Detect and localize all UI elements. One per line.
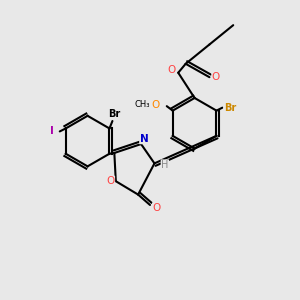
Text: O: O bbox=[152, 203, 161, 213]
Text: Br: Br bbox=[224, 103, 236, 112]
Text: O: O bbox=[212, 72, 220, 82]
Text: CH₃: CH₃ bbox=[134, 100, 150, 109]
Text: O: O bbox=[106, 176, 115, 186]
Text: O: O bbox=[168, 65, 176, 75]
Text: H: H bbox=[161, 160, 169, 170]
Text: Br: Br bbox=[108, 109, 120, 118]
Text: I: I bbox=[50, 126, 54, 136]
Text: O: O bbox=[151, 100, 160, 110]
Text: N: N bbox=[140, 134, 148, 144]
